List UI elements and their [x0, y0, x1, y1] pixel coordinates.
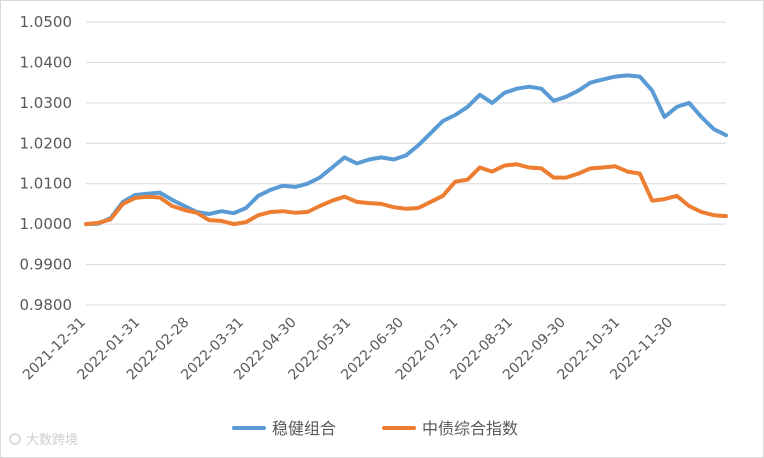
legend-label: 稳健组合 — [272, 419, 336, 438]
series-points-1 — [85, 164, 727, 225]
watermark: 大数跨境 — [9, 433, 78, 448]
series-points-0 — [85, 75, 727, 225]
legend-label: 中债综合指数 — [422, 419, 518, 438]
watermark-text: 大数跨境 — [26, 433, 78, 448]
series-line-0 — [84, 73, 728, 227]
y-tick-label: 0.9900 — [20, 256, 73, 274]
y-tick-label: 1.0200 — [20, 134, 73, 152]
y-tick-label: 1.0100 — [20, 175, 73, 193]
y-tick-label: 1.0400 — [20, 53, 73, 71]
x-axis-ticks: 2021-12-312022-01-312022-02-282022-03-31… — [20, 315, 676, 384]
series-line-1 — [84, 162, 728, 227]
y-tick-label: 0.9800 — [20, 296, 73, 314]
legend: 稳健组合 中债综合指数 — [232, 419, 518, 438]
gridlines — [86, 21, 726, 306]
y-axis-ticks: 0.9800 0.9900 1.0000 1.0100 1.0200 1.0300 1.04… — [20, 13, 73, 314]
y-tick-label: 1.0500 — [20, 13, 73, 31]
y-tick-label: 1.0300 — [20, 94, 73, 112]
series-lines — [84, 73, 728, 227]
y-tick-label: 1.0000 — [20, 215, 73, 233]
